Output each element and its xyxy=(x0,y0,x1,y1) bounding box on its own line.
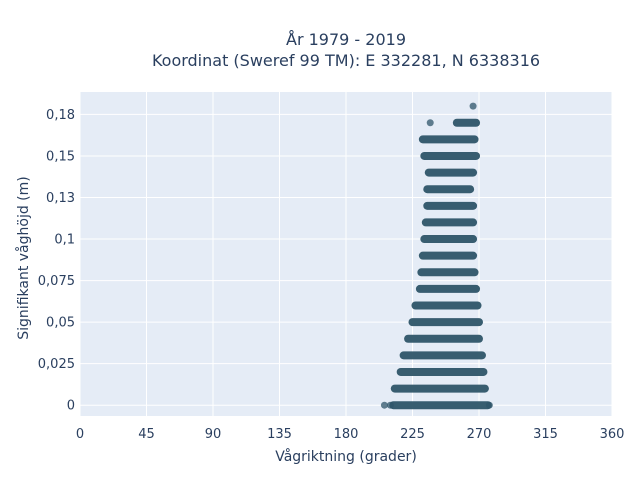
y-tick-label: 0,15 xyxy=(46,149,75,164)
outlier-point-3 xyxy=(426,119,434,127)
x-tick-label: 90 xyxy=(205,427,222,442)
x-tick-label: 315 xyxy=(533,427,558,442)
x-tick-label: 135 xyxy=(267,427,292,442)
y-tick-label: 0,075 xyxy=(38,274,75,289)
x-tick-label: 180 xyxy=(334,427,359,442)
y-tick-label: 0,05 xyxy=(46,316,75,331)
y-tick-label: 0,13 xyxy=(46,191,75,206)
x-tick-label: 270 xyxy=(467,427,492,442)
x-tick-label: 45 xyxy=(138,427,155,442)
y-tick-label: 0 xyxy=(67,399,75,414)
outlier-point-0 xyxy=(380,401,388,409)
x-axis-label: Vågriktning (grader) xyxy=(275,448,417,465)
x-tick-label: 225 xyxy=(400,427,425,442)
x-tick-label: 0 xyxy=(76,427,84,442)
y-tick-label: 0,18 xyxy=(46,108,75,123)
data-points xyxy=(380,102,493,410)
y-axis-label: Signifikant våghöjd (m) xyxy=(15,176,32,339)
y-tick-labels: 0 0,025 0,05 0,075 0,1 0,13 0,15 0,18 xyxy=(38,108,75,414)
outlier-point-4 xyxy=(469,102,477,110)
chart-title-line-2: Koordinat (Sweref 99 TM): E 332281, N 63… xyxy=(152,51,540,70)
x-tick-labels: 0 45 90 135 180 225 270 315 360 xyxy=(76,427,625,442)
outlier-point-1 xyxy=(386,401,394,409)
y-tick-label: 0,025 xyxy=(38,357,75,372)
chart-title-line-1: År 1979 - 2019 xyxy=(286,30,406,49)
y-tick-label: 0,1 xyxy=(54,233,75,248)
outlier-point-2 xyxy=(485,401,493,409)
x-tick-label: 360 xyxy=(600,427,625,442)
grid-lines xyxy=(79,92,613,416)
